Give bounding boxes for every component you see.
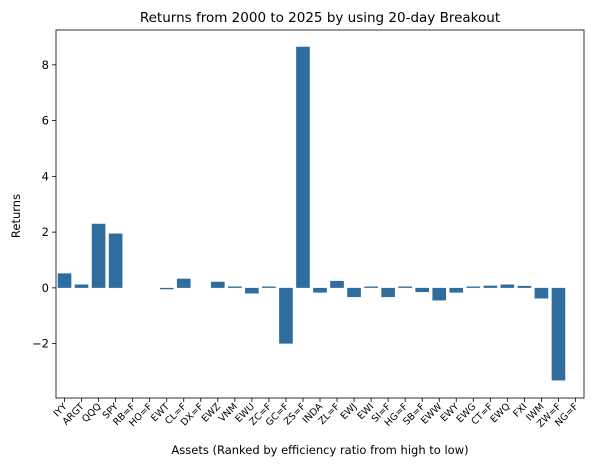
- bar-ewt: [159, 287, 174, 290]
- x-axis-label: Assets (Ranked by efficiency ratio from …: [171, 443, 468, 457]
- bar-argt: [74, 284, 89, 288]
- bar-cl-f: [176, 278, 191, 288]
- y-tick-label: −2: [32, 337, 49, 351]
- bar-ewz: [210, 281, 225, 288]
- bar-ewi: [364, 286, 378, 288]
- bar-zs-f: [296, 46, 310, 288]
- bar-zc-f: [262, 286, 276, 288]
- bar-ewu: [245, 287, 259, 294]
- bar-ewj: [347, 287, 361, 298]
- bar-hg-f: [398, 286, 412, 288]
- chart-title: Returns from 2000 to 2025 by using 20-da…: [140, 10, 500, 26]
- x-tick-label: EWJ: [339, 401, 360, 422]
- bar-vnm: [228, 286, 242, 288]
- bar-iyy: [57, 273, 72, 288]
- bar-gc-f: [279, 287, 293, 344]
- bar-si-f: [381, 287, 395, 298]
- bar-inda: [313, 287, 327, 293]
- bar-ewg: [466, 286, 481, 288]
- y-tick-label: 4: [42, 169, 49, 183]
- bar-fxi: [517, 285, 532, 288]
- bar-ct-f: [483, 285, 498, 288]
- y-tick-label: 8: [42, 58, 49, 72]
- y-axis-label: Returns: [9, 194, 23, 238]
- bar-spy: [108, 233, 123, 288]
- plot-frame: [55, 29, 585, 399]
- x-tick-label: EWQ: [489, 401, 513, 425]
- y-tick-label: 0: [42, 281, 49, 295]
- x-axis: IYYARGTQQQSPYRB=FHO=FEWTCL=FDX=FEWZVNMEW…: [52, 398, 581, 430]
- y-axis: −2 0 2 4 6 8: [32, 58, 56, 351]
- bar-qqq: [91, 223, 106, 288]
- bar-sb-f: [415, 287, 430, 293]
- bar-zw-f: [551, 287, 566, 381]
- y-tick-label: 2: [42, 225, 49, 239]
- y-tick-label: 6: [42, 114, 49, 128]
- bar-zl-f: [330, 280, 344, 288]
- bar-iwm: [534, 287, 549, 299]
- bar-ewq: [500, 284, 515, 288]
- bars-group: [57, 46, 566, 381]
- bar-ewy: [449, 287, 464, 293]
- bar-eww: [432, 287, 447, 301]
